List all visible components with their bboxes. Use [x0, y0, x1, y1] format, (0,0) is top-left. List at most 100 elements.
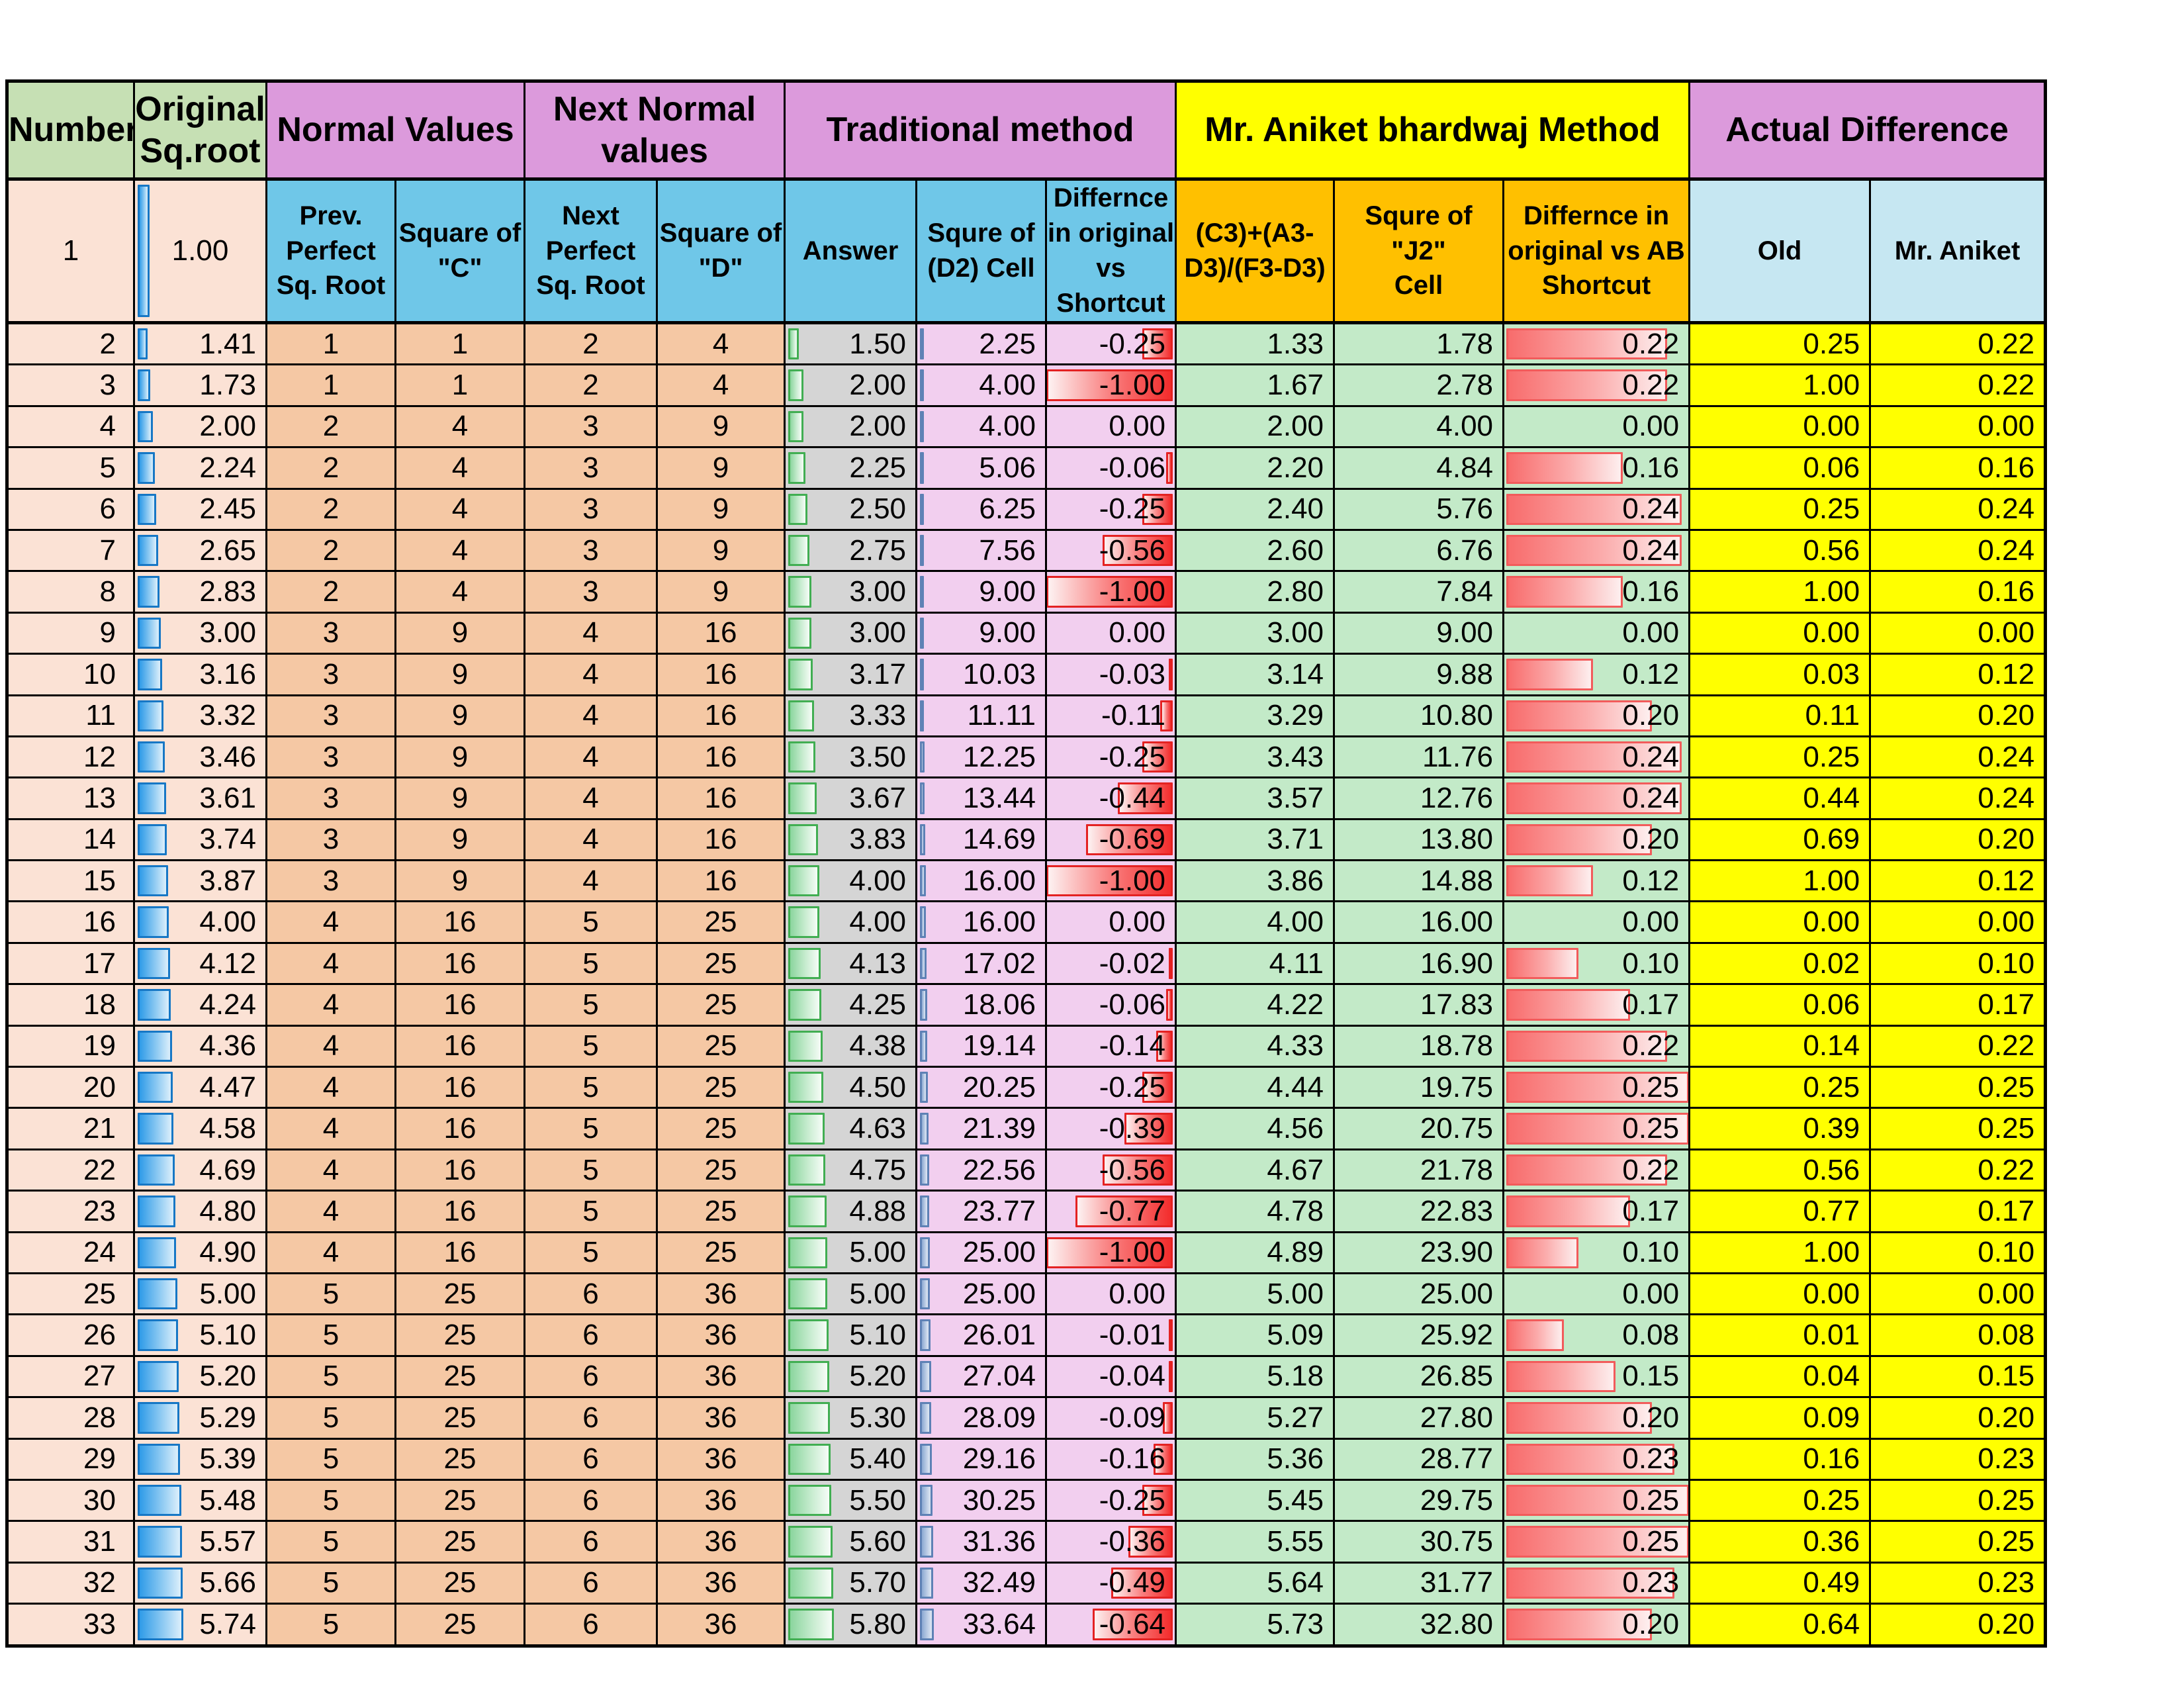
cell-aniket-answer[interactable]: 3.86 [1175, 859, 1336, 903]
cell-original-sqroot[interactable]: 4.00 [133, 900, 267, 944]
cell-old-difference[interactable]: 0.25 [1688, 735, 1872, 779]
cell-diff-vs-shortcut[interactable]: -0.25 [1045, 1478, 1177, 1523]
cell-squre-of-j2[interactable]: 7.84 [1333, 570, 1505, 614]
cell-answer[interactable]: 4.75 [784, 1148, 918, 1192]
cell-row1-sqroot[interactable]: 1.00 [133, 178, 267, 324]
cell-prev-perfect-root[interactable]: 5 [265, 1354, 396, 1399]
cell-squre-of-j2[interactable]: 6.76 [1333, 528, 1505, 573]
cell-answer[interactable]: 5.10 [784, 1313, 918, 1357]
cell-prev-perfect-root[interactable]: 4 [265, 983, 396, 1027]
cell-prev-perfect-root[interactable]: 2 [265, 528, 396, 573]
cell-square-of-d[interactable]: 25 [656, 941, 786, 986]
cell-number[interactable]: 16 [6, 900, 135, 944]
cell-aniket-difference[interactable]: 0.16 [1869, 570, 2047, 614]
cell-prev-perfect-root[interactable]: 4 [265, 1148, 396, 1192]
cell-diff-vs-shortcut[interactable]: -0.01 [1045, 1313, 1177, 1357]
cell-diff-vs-ab-shortcut[interactable]: 0.24 [1502, 735, 1691, 779]
cell-diff-vs-shortcut[interactable]: -0.49 [1045, 1561, 1177, 1605]
cell-original-sqroot[interactable]: 4.12 [133, 941, 267, 986]
cell-aniket-answer[interactable]: 1.33 [1175, 321, 1336, 366]
cell-next-perfect-root[interactable]: 6 [523, 1272, 659, 1316]
cell-aniket-answer[interactable]: 4.67 [1175, 1148, 1336, 1192]
cell-number[interactable]: 17 [6, 941, 135, 986]
cell-diff-vs-shortcut[interactable]: -0.09 [1045, 1396, 1177, 1440]
cell-answer[interactable]: 3.67 [784, 776, 918, 820]
cell-aniket-difference[interactable]: 0.23 [1869, 1437, 2047, 1481]
cell-old-difference[interactable]: 0.00 [1688, 611, 1872, 655]
cell-diff-vs-ab-shortcut[interactable]: 0.16 [1502, 570, 1691, 614]
cell-aniket-answer[interactable]: 5.73 [1175, 1603, 1336, 1647]
cell-square-of-d[interactable]: 16 [656, 776, 786, 820]
cell-aniket-difference[interactable]: 0.00 [1869, 611, 2047, 655]
cell-diff-vs-ab-shortcut[interactable]: 0.16 [1502, 446, 1691, 490]
cell-aniket-difference[interactable]: 0.22 [1869, 321, 2047, 366]
cell-prev-perfect-root[interactable]: 5 [265, 1396, 396, 1440]
cell-next-perfect-root[interactable]: 6 [523, 1520, 659, 1564]
cell-old-difference[interactable]: 0.06 [1688, 446, 1872, 490]
cell-next-perfect-root[interactable]: 2 [523, 321, 659, 366]
cell-square-of-c[interactable]: 9 [394, 735, 526, 779]
cell-answer[interactable]: 2.50 [784, 487, 918, 531]
cell-next-perfect-root[interactable]: 6 [523, 1478, 659, 1523]
cell-aniket-difference[interactable]: 0.24 [1869, 735, 2047, 779]
cell-squre-of-j2[interactable]: 28.77 [1333, 1437, 1505, 1481]
cell-prev-perfect-root[interactable]: 4 [265, 900, 396, 944]
cell-original-sqroot[interactable]: 3.16 [133, 653, 267, 696]
cell-original-sqroot[interactable]: 5.66 [133, 1561, 267, 1605]
cell-number[interactable]: 29 [6, 1437, 135, 1481]
cell-original-sqroot[interactable]: 4.80 [133, 1190, 267, 1233]
cell-squre-of-d2[interactable]: 33.64 [915, 1603, 1048, 1647]
cell-number[interactable]: 11 [6, 694, 135, 737]
cell-old-difference[interactable]: 1.00 [1688, 1231, 1872, 1274]
cell-prev-perfect-root[interactable]: 3 [265, 735, 396, 779]
cell-next-perfect-root[interactable]: 6 [523, 1437, 659, 1481]
cell-answer[interactable]: 5.00 [784, 1272, 918, 1316]
cell-original-sqroot[interactable]: 5.57 [133, 1520, 267, 1564]
cell-diff-vs-ab-shortcut[interactable]: 0.20 [1502, 1603, 1691, 1647]
cell-prev-perfect-root[interactable]: 5 [265, 1272, 396, 1316]
cell-diff-vs-ab-shortcut[interactable]: 0.12 [1502, 653, 1691, 696]
cell-aniket-answer[interactable]: 5.27 [1175, 1396, 1336, 1440]
header-answer[interactable]: Answer [784, 178, 918, 324]
cell-old-difference[interactable]: 0.04 [1688, 1354, 1872, 1399]
cell-square-of-c[interactable]: 16 [394, 1190, 526, 1233]
cell-diff-vs-shortcut[interactable]: -1.00 [1045, 570, 1177, 614]
cell-row1-number[interactable]: 1 [6, 178, 135, 324]
cell-number[interactable]: 6 [6, 487, 135, 531]
cell-old-difference[interactable]: 1.00 [1688, 363, 1872, 407]
cell-aniket-difference[interactable]: 0.17 [1869, 983, 2047, 1027]
cell-old-difference[interactable]: 0.44 [1688, 776, 1872, 820]
cell-old-difference[interactable]: 0.00 [1688, 404, 1872, 449]
cell-squre-of-j2[interactable]: 4.00 [1333, 404, 1505, 449]
cell-aniket-answer[interactable]: 4.33 [1175, 1024, 1336, 1068]
cell-squre-of-d2[interactable]: 2.25 [915, 321, 1048, 366]
cell-next-perfect-root[interactable]: 5 [523, 1231, 659, 1274]
cell-squre-of-d2[interactable]: 13.44 [915, 776, 1048, 820]
cell-next-perfect-root[interactable]: 4 [523, 611, 659, 655]
cell-aniket-answer[interactable]: 2.80 [1175, 570, 1336, 614]
cell-squre-of-d2[interactable]: 27.04 [915, 1354, 1048, 1399]
cell-aniket-answer[interactable]: 3.57 [1175, 776, 1336, 820]
cell-square-of-c[interactable]: 4 [394, 487, 526, 531]
cell-next-perfect-root[interactable]: 6 [523, 1603, 659, 1647]
cell-squre-of-j2[interactable]: 2.78 [1333, 363, 1505, 407]
cell-diff-vs-ab-shortcut[interactable]: 0.22 [1502, 1024, 1691, 1068]
cell-squre-of-d2[interactable]: 23.77 [915, 1190, 1048, 1233]
cell-squre-of-d2[interactable]: 16.00 [915, 900, 1048, 944]
cell-old-difference[interactable]: 0.03 [1688, 653, 1872, 696]
cell-next-perfect-root[interactable]: 5 [523, 1107, 659, 1150]
cell-number[interactable]: 27 [6, 1354, 135, 1399]
cell-diff-vs-shortcut[interactable]: -0.39 [1045, 1107, 1177, 1150]
cell-diff-vs-shortcut[interactable]: -0.16 [1045, 1437, 1177, 1481]
cell-number[interactable]: 30 [6, 1478, 135, 1523]
cell-diff-vs-ab-shortcut[interactable]: 0.22 [1502, 1148, 1691, 1192]
cell-aniket-difference[interactable]: 0.25 [1869, 1520, 2047, 1564]
cell-squre-of-d2[interactable]: 7.56 [915, 528, 1048, 573]
cell-answer[interactable]: 3.83 [784, 818, 918, 862]
cell-square-of-c[interactable]: 9 [394, 611, 526, 655]
cell-old-difference[interactable]: 0.49 [1688, 1561, 1872, 1605]
cell-diff-vs-shortcut[interactable]: -0.25 [1045, 735, 1177, 779]
cell-answer[interactable]: 5.80 [784, 1603, 918, 1647]
cell-aniket-answer[interactable]: 4.89 [1175, 1231, 1336, 1274]
cell-diff-vs-shortcut[interactable]: 0.00 [1045, 900, 1177, 944]
